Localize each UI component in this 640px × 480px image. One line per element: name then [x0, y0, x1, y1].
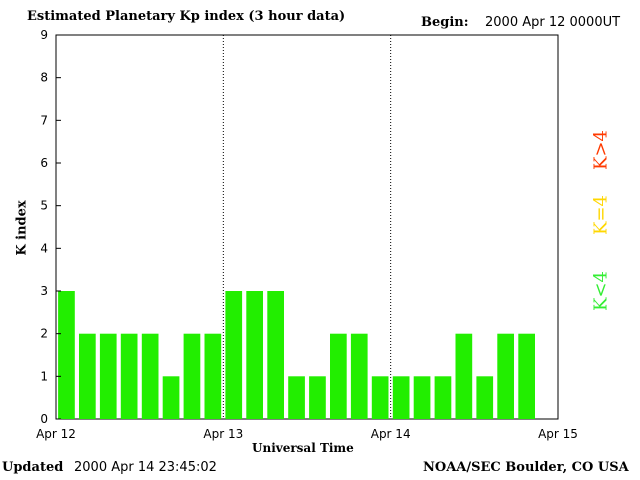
x-tick-label: Apr 15: [538, 427, 578, 441]
kp-bar: [330, 333, 347, 419]
kp-bar: [371, 376, 389, 419]
kp-bar: [392, 376, 410, 419]
kp-bar: [350, 333, 368, 419]
y-tick-label: 9: [40, 28, 48, 42]
credit-text: NOAA/SEC Boulder, CO USA: [423, 460, 629, 475]
kp-bar: [204, 333, 222, 419]
y-tick-label: 7: [40, 113, 48, 127]
legend-k-greater-4: K>4: [590, 130, 612, 170]
kp-bar: [183, 333, 201, 419]
begin-label: Begin:: [421, 15, 469, 30]
y-tick-label: 3: [40, 284, 48, 298]
y-tick-label: 0: [40, 412, 48, 426]
x-axis-label: Universal Time: [252, 441, 354, 455]
y-tick-label: 8: [40, 71, 48, 85]
updated-value: 2000 Apr 14 23:45:02: [74, 460, 217, 475]
x-tick-label: Apr 13: [203, 427, 243, 441]
legend-k-less-4: K<4: [590, 271, 612, 311]
kp-bar: [246, 291, 263, 419]
kp-bar: [267, 291, 284, 419]
kp-bar: [58, 291, 75, 419]
kp-bar: [413, 376, 431, 419]
kp-bar: [455, 333, 473, 419]
kp-bar: [120, 333, 138, 419]
kp-bar: [476, 376, 494, 419]
plot-frame: [55, 34, 559, 420]
kp-bar: [434, 376, 452, 419]
kp-bar: [288, 376, 305, 419]
kp-bar: [99, 333, 117, 419]
kp-bar: [225, 291, 243, 419]
y-axis-label: K index: [14, 200, 30, 256]
kp-bar: [79, 333, 96, 419]
y-tick-label: 4: [40, 241, 48, 255]
kp-bar: [162, 376, 180, 419]
y-tick-label: 6: [40, 156, 48, 170]
legend-k-equal-4: K=4: [590, 195, 612, 235]
y-tick-label: 5: [40, 199, 48, 213]
kp-bar: [518, 333, 535, 419]
x-tick-label: Apr 14: [371, 427, 411, 441]
kp-bar: [309, 376, 326, 419]
y-tick-label: 2: [40, 327, 48, 341]
x-tick-label: Apr 12: [36, 427, 76, 441]
begin-value: 2000 Apr 12 0000UT: [485, 15, 621, 30]
chart-title: Estimated Planetary Kp index (3 hour dat…: [27, 9, 346, 24]
kp-bar: [141, 333, 159, 419]
kp-bar: [497, 333, 514, 419]
updated-label: Updated: [2, 460, 64, 475]
y-tick-label: 1: [40, 369, 48, 383]
